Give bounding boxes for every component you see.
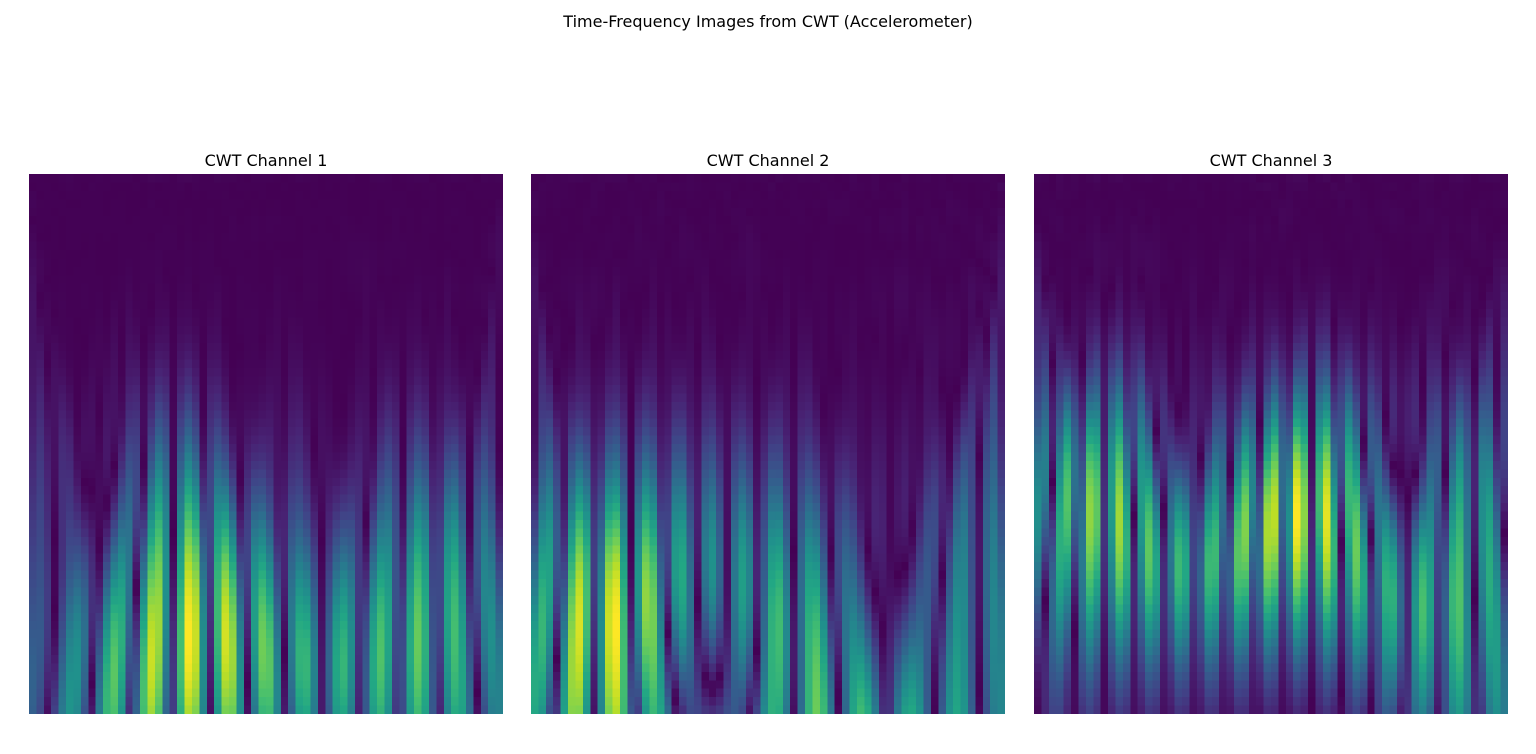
- cwt-heatmap-1: [29, 174, 503, 714]
- figure-title: Time-Frequency Images from CWT (Accelero…: [563, 12, 973, 31]
- panel-title: CWT Channel 1: [204, 151, 328, 170]
- panel-title: CWT Channel 2: [706, 151, 830, 170]
- panel-title: CWT Channel 3: [1209, 151, 1333, 170]
- cwt-heatmap-3: [1034, 174, 1508, 714]
- cwt-panel-1: CWT Channel 1: [29, 150, 503, 714]
- cwt-heatmap-2: [531, 174, 1005, 714]
- cwt-panel-2: CWT Channel 2: [531, 150, 1005, 714]
- cwt-panel-3: CWT Channel 3: [1034, 150, 1508, 714]
